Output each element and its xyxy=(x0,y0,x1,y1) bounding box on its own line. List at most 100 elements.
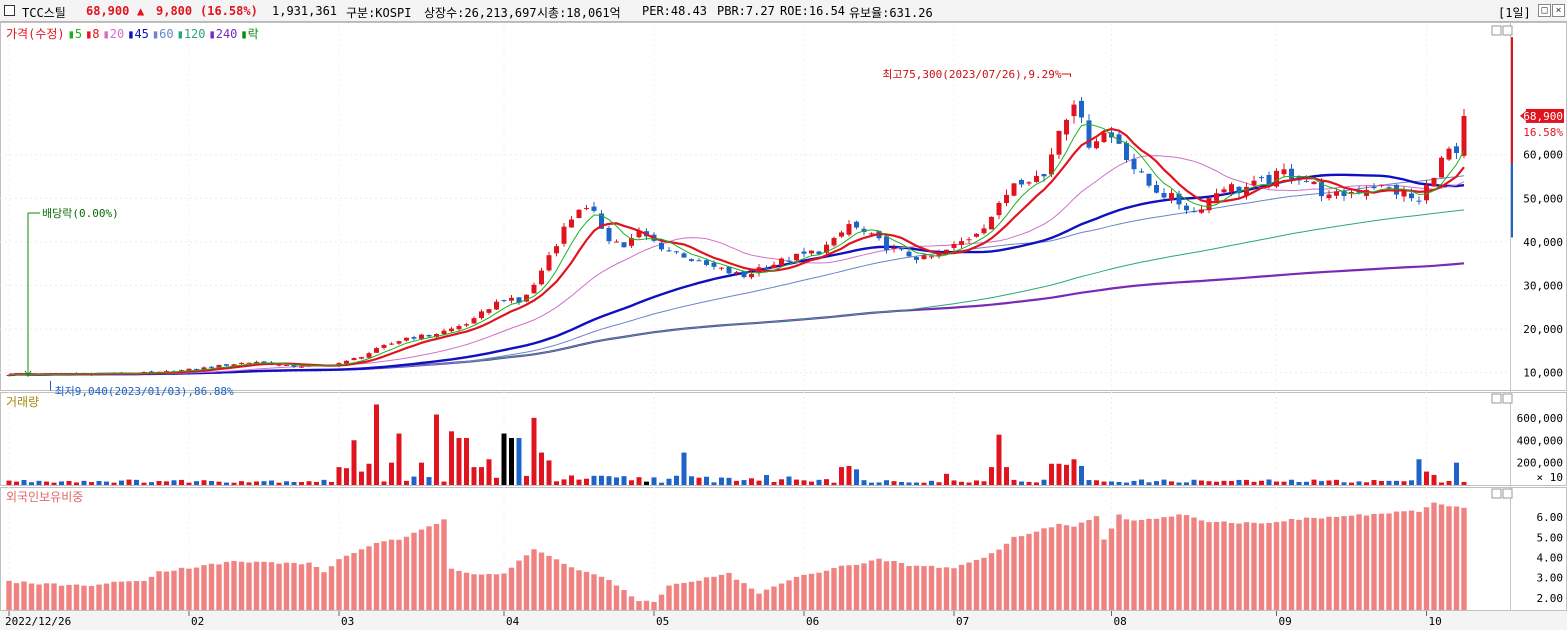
high-annotation: 최고75,300(2023/07/26),9.29% xyxy=(882,68,1062,81)
volume-bar xyxy=(621,476,627,485)
volume-bar xyxy=(216,481,222,485)
volume-bar xyxy=(1056,463,1062,485)
candle-body xyxy=(381,345,387,348)
grid-lines xyxy=(0,24,1510,610)
foreign-tick-label: 3.00 xyxy=(1537,572,1564,585)
foreign-bar xyxy=(1093,516,1100,610)
foreign-bar xyxy=(613,585,620,610)
foreign-tick-label: 4.00 xyxy=(1537,552,1564,565)
panel-button-icon xyxy=(1491,488,1502,499)
x-tick-label: 02 xyxy=(191,615,204,628)
volume-bar xyxy=(351,440,357,485)
candle-body xyxy=(1424,184,1429,201)
foreign-bar xyxy=(921,566,927,610)
candle-body xyxy=(1349,192,1354,194)
volume-bar xyxy=(1304,481,1309,485)
candle-body xyxy=(291,364,297,367)
foreign-bar xyxy=(268,562,275,610)
volume-bar xyxy=(561,479,567,485)
foreign-bar xyxy=(711,576,717,610)
foreign-bar xyxy=(801,574,807,610)
foreign-bar xyxy=(576,570,582,610)
candle-body xyxy=(1056,130,1062,155)
foreign-bar xyxy=(1011,536,1017,610)
candle-body xyxy=(1139,171,1144,173)
volume-bar xyxy=(306,481,312,485)
x-tick-label: 06 xyxy=(806,615,819,628)
volume-bar xyxy=(291,481,297,485)
candle-body xyxy=(359,357,364,359)
foreign-bar xyxy=(966,562,972,610)
volume-bar xyxy=(1131,480,1137,485)
foreign-bar xyxy=(778,583,785,610)
candle-body xyxy=(659,242,664,250)
candle-body xyxy=(794,253,799,261)
foreign-bar xyxy=(1461,507,1467,610)
volume-bar xyxy=(1281,481,1287,485)
candle-body xyxy=(1161,193,1167,198)
volume-bar xyxy=(884,480,889,485)
foreign-bar xyxy=(1221,521,1227,610)
period-selector[interactable]: [1일] xyxy=(1498,6,1531,20)
foreign-bar xyxy=(193,567,200,610)
foreign-bar xyxy=(478,574,485,610)
foreign-bar xyxy=(1363,515,1370,610)
foreign-bar xyxy=(868,560,875,610)
candle-body xyxy=(351,358,357,361)
candle-body xyxy=(906,251,912,257)
volume-bar xyxy=(336,467,342,485)
x-axis-bar xyxy=(0,611,1567,630)
per-value: PER:48.43 xyxy=(642,4,708,18)
foreign-bar xyxy=(1326,516,1332,610)
candle-body xyxy=(479,311,484,319)
foreign-bar xyxy=(276,563,282,610)
volume-bar xyxy=(771,481,777,485)
volume-bar xyxy=(524,475,529,485)
volume-bar xyxy=(651,477,657,485)
volume-bar xyxy=(1259,480,1264,485)
x-tick-label: 03 xyxy=(341,615,354,628)
volume-bar xyxy=(471,467,477,485)
foreign-bar xyxy=(118,581,125,610)
volume-bar xyxy=(254,481,259,485)
select-checkbox[interactable] xyxy=(4,5,15,16)
foreign-bar xyxy=(1423,507,1430,610)
candle-body xyxy=(719,267,724,269)
candle-body xyxy=(449,328,454,332)
candle-body xyxy=(996,202,1002,216)
foreign-bar xyxy=(366,546,372,610)
candle-body xyxy=(696,260,702,262)
volume-bar xyxy=(141,482,147,485)
volume-bar xyxy=(1139,479,1144,485)
foreign-bar xyxy=(696,580,702,610)
candle-body xyxy=(1274,170,1279,187)
foreign-bar xyxy=(981,557,987,610)
ma-legend-item: ▮120 xyxy=(176,27,206,41)
foreign-bar xyxy=(493,574,500,610)
close-icon[interactable]: × xyxy=(1552,4,1565,17)
foreign-bar xyxy=(508,567,515,610)
candle-body xyxy=(1004,194,1009,204)
foreign-bar xyxy=(561,563,567,610)
foreign-bar xyxy=(1026,533,1032,610)
candle-body xyxy=(1094,141,1099,149)
candle-body xyxy=(1461,115,1467,156)
volume-bar xyxy=(134,479,139,485)
volume-bar xyxy=(201,480,207,485)
candle-body xyxy=(239,362,244,364)
ma-legend-item: ▮8 xyxy=(85,27,100,41)
volume-bar xyxy=(974,480,979,485)
volume-bar xyxy=(1146,482,1152,485)
candle-body xyxy=(1154,185,1159,193)
volume-bar xyxy=(846,465,852,485)
foreign-bar xyxy=(1131,520,1137,610)
foreign-bar xyxy=(741,583,747,610)
candle-body xyxy=(1431,177,1437,187)
window-icon[interactable]: □ xyxy=(1538,4,1551,17)
candle-body xyxy=(419,334,424,339)
volume-bar xyxy=(1199,480,1204,485)
volume-bar xyxy=(314,481,319,485)
candle-body xyxy=(374,348,379,353)
foreign-bar xyxy=(328,566,335,610)
foreign-bar xyxy=(403,536,410,610)
